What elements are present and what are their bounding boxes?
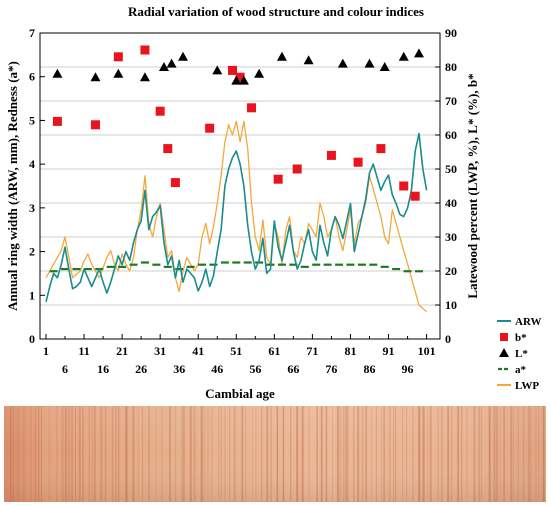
point-l-star (90, 72, 101, 82)
y-axis-left-label: Annual ring width (ARW, mm), Redness (a*… (5, 61, 20, 311)
y-left-tick-label: 4 (29, 157, 35, 171)
x-tick-label: 16 (97, 362, 109, 376)
point-b-star (205, 123, 215, 133)
point-l-star (379, 62, 390, 71)
x-tick-label: 61 (268, 344, 280, 358)
x-tick-label: 96 (402, 362, 414, 376)
point-b-star (247, 103, 257, 113)
x-tick-label: 101 (418, 344, 436, 358)
point-b-star (163, 144, 173, 154)
series-line-arw (45, 132, 428, 302)
point-b-star (113, 52, 123, 62)
point-b-star (410, 191, 420, 201)
chart-title: Radial variation of wood structure and c… (128, 4, 424, 19)
legend-label-a-star: a* (515, 364, 527, 376)
legend-label-b-star: b* (515, 332, 527, 344)
y-left-tick-label: 7 (29, 26, 35, 40)
point-l-star (158, 62, 169, 71)
wood-cross-section-image (4, 406, 546, 502)
y-right-tick-label: 10 (445, 298, 457, 312)
legend-symbol-b-star (500, 333, 508, 341)
y-right-tick-label: 20 (445, 264, 457, 278)
y-right-tick-label: 60 (445, 128, 457, 142)
grid (40, 66, 440, 306)
point-b-star (227, 65, 237, 75)
y-right-tick-label: 80 (445, 60, 457, 74)
x-tick-label: 66 (287, 362, 299, 376)
point-l-star (398, 51, 409, 61)
x-tick-label: 21 (116, 344, 128, 358)
point-l-star (413, 48, 424, 58)
point-l-star (276, 51, 287, 61)
point-l-star (212, 65, 223, 75)
legend-label-arw: ARW (515, 316, 542, 328)
point-l-star (337, 58, 348, 68)
point-l-star (303, 55, 314, 65)
y-right-tick-label: 40 (445, 196, 457, 210)
x-tick-label: 81 (344, 344, 356, 358)
y-right-tick-label: 90 (445, 26, 457, 40)
point-b-star (399, 181, 409, 191)
chart: Radial variation of wood structure and c… (5, 4, 542, 401)
x-tick-label: 91 (383, 344, 395, 358)
y-left-tick-label: 1 (29, 288, 35, 302)
point-b-star (376, 144, 386, 154)
y-left-tick-label: 6 (29, 70, 35, 84)
point-b-star (326, 150, 336, 160)
y-left-tick-label: 2 (29, 245, 35, 259)
x-tick-label: 6 (62, 362, 68, 376)
legend-label-l-star: L* (515, 348, 528, 360)
y-left-tick-label: 5 (29, 113, 35, 127)
point-b-star (140, 45, 150, 55)
series-layer (45, 45, 428, 313)
x-axis-label: Cambial age (205, 386, 275, 401)
x-tick-label: 86 (363, 362, 375, 376)
x-tick-label: 31 (154, 344, 166, 358)
y-right-tick-label: 30 (445, 230, 457, 244)
point-b-star (292, 164, 302, 174)
legend-symbol-l-star (499, 348, 509, 357)
x-tick-label: 46 (211, 362, 223, 376)
point-b-star (353, 157, 363, 167)
x-tick-label: 26 (135, 362, 147, 376)
y-right-tick-label: 50 (445, 162, 457, 176)
point-l-star (231, 75, 242, 85)
point-b-star (52, 116, 62, 126)
point-l-star (178, 51, 189, 61)
y-left-tick-label: 0 (29, 332, 35, 346)
x-tick-label: 76 (325, 362, 337, 376)
plot-frame (39, 32, 441, 340)
point-b-star (273, 174, 283, 184)
point-b-star (155, 106, 165, 116)
y-axis-right-label: Latewood percent (LWP, %), L* (%), b* (465, 73, 480, 298)
y-right-tick-label: 70 (445, 94, 457, 108)
x-tick-label: 1 (43, 344, 49, 358)
point-l-star (52, 68, 63, 78)
point-l-star (238, 75, 249, 85)
point-l-star (364, 58, 375, 68)
legend-label-lwp: LWP (515, 380, 539, 392)
point-l-star (139, 72, 150, 82)
y-left-tick-label: 3 (29, 201, 35, 215)
x-tick-label: 36 (173, 362, 185, 376)
point-b-star (235, 72, 245, 82)
point-l-star (113, 68, 124, 78)
x-tick-label: 71 (306, 344, 318, 358)
x-tick-label: 11 (78, 344, 89, 358)
point-l-star (254, 68, 265, 78)
x-tick-label: 51 (230, 344, 242, 358)
legend: ARW b* L* a* LWP (497, 316, 542, 392)
x-tick-label: 56 (249, 362, 261, 376)
point-b-star (90, 120, 100, 130)
y-right-tick-label: 0 (445, 332, 451, 346)
point-l-star (166, 58, 177, 68)
x-tick-label: 41 (192, 344, 204, 358)
point-b-star (170, 178, 180, 188)
